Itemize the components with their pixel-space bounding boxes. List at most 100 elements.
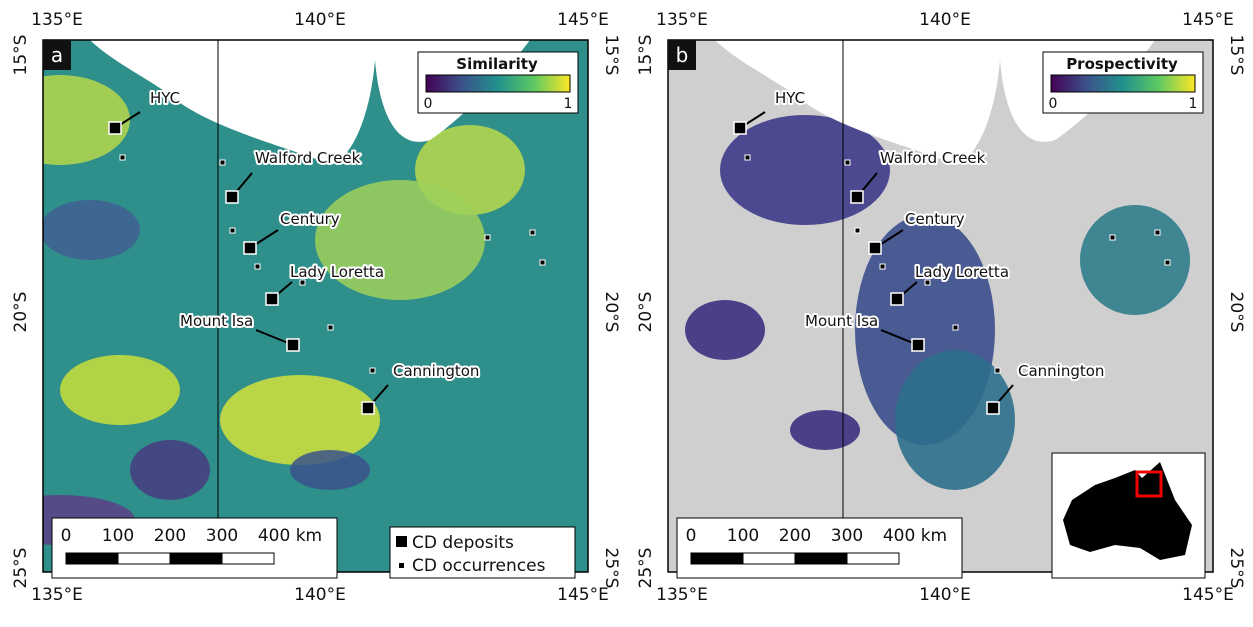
lon-label: 135°E [656, 10, 708, 30]
deposit-label: Lady Loretta [915, 263, 1009, 281]
lat-label: 25°S [1226, 548, 1246, 589]
lon-label: 145°E [1182, 10, 1234, 30]
occurrence-marker [953, 325, 958, 330]
deposit-label: Cannington [1018, 362, 1104, 380]
scale-label: 200 [779, 526, 811, 546]
occurrence-marker [1110, 235, 1115, 240]
occurrence-marker [485, 235, 490, 240]
colorbar-max: 1 [1189, 96, 1198, 112]
scale-label: 100 [727, 526, 759, 546]
occurrence-marker [1155, 230, 1160, 235]
occurrence-marker [745, 155, 750, 160]
deposit-marker [912, 339, 924, 351]
deposit-label: HYC [775, 89, 805, 107]
terrain-patch [1080, 205, 1190, 315]
scale-segment [743, 553, 795, 564]
scale-segment [691, 553, 743, 564]
terrain-patch [290, 450, 370, 490]
lat-label: 25°S [11, 548, 31, 589]
terrain-patch [315, 180, 485, 300]
scale-label: 100 [102, 526, 134, 546]
panel-letter: a [51, 43, 63, 67]
lon-label: 135°E [656, 585, 708, 605]
lon-label: 140°E [294, 585, 346, 605]
deposit-marker [287, 339, 299, 351]
colorbar [426, 75, 570, 92]
deposit-label: Lady Loretta [290, 263, 384, 281]
terrain-patch [790, 410, 860, 450]
occurrence-marker [880, 264, 885, 269]
scale-label: 400 km [258, 526, 322, 546]
occurrence-marker [855, 228, 860, 233]
deposit-marker [987, 402, 999, 414]
occurrence-marker [1165, 260, 1170, 265]
terrain-patch [685, 300, 765, 360]
deposit-label: Walford Creek [255, 149, 361, 167]
scale-label: 300 [831, 526, 863, 546]
scale-label: 0 [686, 526, 697, 546]
legend-label: CD occurrences [412, 556, 546, 576]
colorbar [1051, 75, 1195, 92]
scale-segment [795, 553, 847, 564]
legend-symbol [399, 563, 404, 568]
terrain-patch [130, 440, 210, 500]
deposit-marker [109, 122, 121, 134]
scale-segment [222, 553, 274, 564]
deposit-marker [891, 293, 903, 305]
lon-label: 145°E [557, 10, 609, 30]
lat-label: 20°S [11, 292, 31, 333]
scale-label: 200 [154, 526, 186, 546]
deposit-marker [734, 122, 746, 134]
lat-label: 20°S [636, 292, 656, 333]
deposit-label: Mount Isa [805, 312, 878, 330]
lat-label: 15°S [1226, 35, 1246, 76]
colorbar-min: 0 [1049, 96, 1058, 112]
panel-letter: b [676, 43, 689, 67]
deposit-marker [362, 402, 374, 414]
colorbar-max: 1 [564, 96, 573, 112]
lat-label: 25°S [601, 548, 621, 589]
lat-label: 20°S [1226, 292, 1246, 333]
deposit-marker [266, 293, 278, 305]
lat-label: 15°S [11, 35, 31, 76]
colorbar-title: Prospectivity [1066, 55, 1178, 73]
occurrence-marker [370, 368, 375, 373]
deposit-label: Century [280, 210, 340, 228]
deposit-marker [869, 242, 881, 254]
scale-segment [66, 553, 118, 564]
terrain-patch [60, 355, 180, 425]
figure: a 135°E 135°E 140°E 140°E 145°E 145°E 15°S 15°S 2… [0, 0, 1253, 623]
lon-label: 135°E [31, 10, 83, 30]
lon-label: 140°E [294, 10, 346, 30]
deposit-label: Cannington [393, 362, 479, 380]
deposit-label: Walford Creek [880, 149, 986, 167]
lon-label: 135°E [31, 585, 83, 605]
occurrence-marker [328, 325, 333, 330]
colorbar-min: 0 [424, 96, 433, 112]
occurrence-marker [230, 228, 235, 233]
occurrence-marker [255, 264, 260, 269]
lon-label: 140°E [919, 585, 971, 605]
lat-label: 15°S [601, 35, 621, 76]
scale-segment [118, 553, 170, 564]
deposit-marker [244, 242, 256, 254]
occurrence-marker [120, 155, 125, 160]
lat-label: 20°S [601, 292, 621, 333]
occurrence-marker [530, 230, 535, 235]
deposit-marker [851, 191, 863, 203]
occurrence-marker [540, 260, 545, 265]
map-area [0, 40, 588, 572]
legend-symbol [396, 536, 407, 547]
deposit-label: Mount Isa [180, 312, 253, 330]
scale-segment [847, 553, 899, 564]
lon-label: 140°E [919, 10, 971, 30]
colorbar-title: Similarity [456, 55, 538, 73]
occurrence-marker [925, 280, 930, 285]
scale-label: 0 [61, 526, 72, 546]
scale-label: 400 km [883, 526, 947, 546]
occurrence-marker [220, 160, 225, 165]
legend-label: CD deposits [412, 533, 514, 553]
occurrence-marker [995, 368, 1000, 373]
